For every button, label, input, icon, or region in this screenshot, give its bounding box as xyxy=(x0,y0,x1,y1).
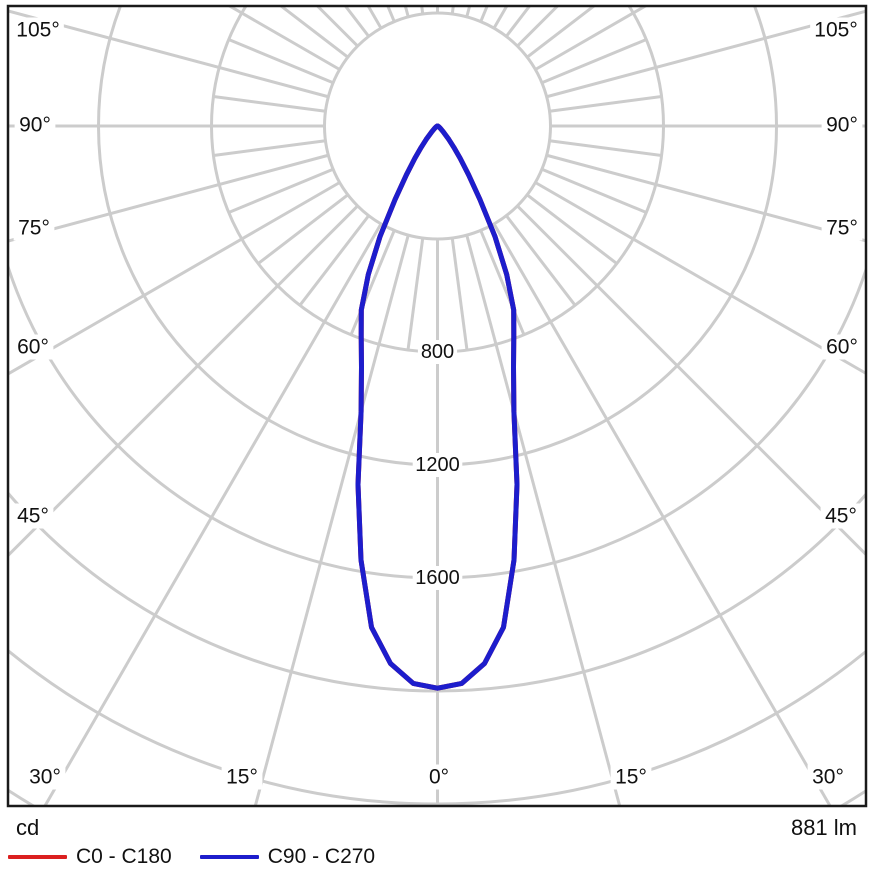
angle-tick-label-bg xyxy=(221,764,263,790)
grid-ray-minor xyxy=(541,38,647,85)
grid-ray-minor xyxy=(257,193,349,265)
angle-tick-label: 60° xyxy=(17,336,49,359)
grid-ray-minor xyxy=(450,237,469,351)
angle-tick-label-bg xyxy=(14,112,56,138)
ring-value-label: 800 xyxy=(421,341,454,363)
curve-c90-c270 xyxy=(355,123,520,691)
grid-ray-minor xyxy=(344,7,370,38)
grid-ray-minor xyxy=(213,95,326,113)
grid-ray-minor xyxy=(479,229,526,336)
angle-tick-label-bg xyxy=(821,334,863,360)
angle-tick-label: 45° xyxy=(825,505,857,528)
angle-tick-label: 75° xyxy=(18,217,50,240)
grid-ray-major xyxy=(9,9,329,99)
grid-ray-minor xyxy=(526,7,596,59)
angle-tick-label: 90° xyxy=(19,114,51,137)
grid-ray-minor xyxy=(541,167,647,214)
angle-tick-label: 15° xyxy=(226,766,258,789)
angle-tick-label: 45° xyxy=(17,505,49,528)
flux-label: 881 lm xyxy=(790,815,857,840)
legend: C0 - C180 C90 - C270 xyxy=(0,842,875,872)
ring-value-label-bg xyxy=(412,453,463,477)
angle-tick-label: 75° xyxy=(826,217,858,240)
angle-tick-label: 30° xyxy=(29,766,61,789)
grid-ray-minor xyxy=(406,237,425,351)
angle-tick-label: 105° xyxy=(814,19,857,42)
angle-tick-label-bg xyxy=(12,17,64,43)
grid-ray-minor xyxy=(505,214,577,307)
grid-ray-minor xyxy=(349,229,396,336)
grid-ray-major xyxy=(9,204,359,557)
angle-tick-label-bg xyxy=(807,764,849,790)
angle-tick-label-bg xyxy=(12,503,54,529)
legend-swatch-c0-c180 xyxy=(8,855,67,859)
grid-ray-minor xyxy=(279,7,349,59)
grid-ray-major xyxy=(9,181,341,376)
angle-tick-label-bg xyxy=(610,764,652,790)
chart-frame xyxy=(6,4,868,808)
unit-label: cd xyxy=(16,815,40,840)
polar-chart-area: 105° 90° 75° 60° 45° 30° 15° 0° 15° 30° 45° 60° 75° 9… xyxy=(6,4,868,808)
grid-ray-major xyxy=(43,223,383,805)
angle-tick-label-bg xyxy=(13,215,55,241)
ring-value-label-bg xyxy=(412,566,463,590)
legend-swatch-c90-c270 xyxy=(199,855,259,859)
grid-ray-major xyxy=(546,153,865,243)
grid-ray-major xyxy=(465,234,621,805)
grid-ray-major xyxy=(546,9,865,99)
photometric-polar-chart: 105° 90° 75° 60° 45° 30° 15° 0° 15° 30° 45° 60° 75° 9… xyxy=(6,4,868,808)
grid-ray-minor xyxy=(505,7,531,38)
angle-tick-label: 15° xyxy=(615,766,647,789)
grid-ray-minor xyxy=(549,95,662,113)
angle-tick-label-bg xyxy=(821,112,863,138)
angle-tick-label-bg xyxy=(820,503,862,529)
chart-footer: cd 881 lm xyxy=(0,812,875,844)
chart-labels: 105° 90° 75° 60° 45° 30° 15° 0° 15° 30° 45° 60° 75° 9… xyxy=(12,17,863,790)
angle-tick-label-bg xyxy=(424,764,454,790)
grid-ray-minor xyxy=(298,214,370,307)
ring-value-label: 1600 xyxy=(415,567,460,589)
angle-tick-label: 105° xyxy=(16,19,59,42)
legend-label-c0-c180: C0 - C180 xyxy=(76,845,172,868)
angle-tick-label-bg xyxy=(810,17,862,43)
grid-ray-minor xyxy=(228,38,334,85)
angle-tick-label: 0° xyxy=(429,766,449,789)
angle-tick-label: 90° xyxy=(826,114,858,137)
grid-ray-major xyxy=(534,181,865,375)
grid-ray-minor xyxy=(526,193,618,265)
angle-tick-label: 60° xyxy=(826,336,858,359)
legend-item-c90-c270: C90 - C270 xyxy=(199,845,376,869)
angle-tick-label-bg xyxy=(12,334,54,360)
legend-label-c90-c270: C90 - C270 xyxy=(267,845,376,868)
legend-item-c0-c180: C0 - C180 xyxy=(8,845,172,869)
ring-value-label-bg xyxy=(417,340,458,364)
grid-ray-minor xyxy=(549,139,662,157)
angle-tick-label: 30° xyxy=(812,766,844,789)
grid-ray-minor xyxy=(213,139,326,157)
intensity-curves xyxy=(355,123,520,691)
ring-value-label: 1200 xyxy=(415,454,460,476)
grid-ray-major xyxy=(9,153,329,243)
grid-ray-major xyxy=(516,204,865,556)
grid-ray-major xyxy=(254,234,410,805)
grid-ray-major xyxy=(492,223,832,805)
angle-tick-label-bg xyxy=(24,764,66,790)
angle-tick-label-bg xyxy=(821,215,863,241)
grid-ray-minor xyxy=(228,167,334,214)
